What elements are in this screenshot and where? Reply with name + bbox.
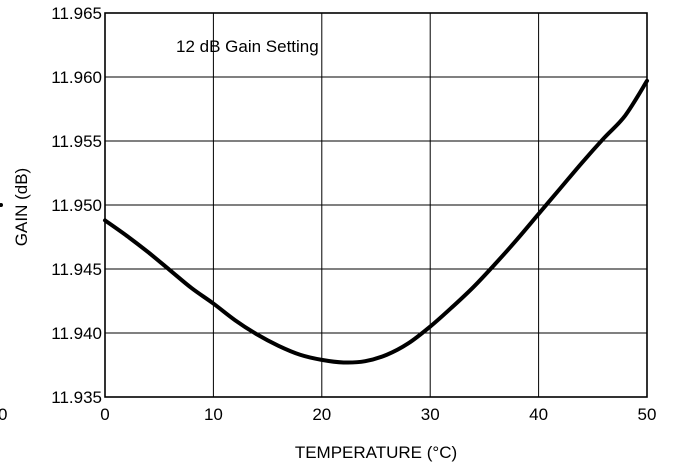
left-edge-mark bbox=[0, 203, 3, 207]
plot-frame bbox=[104, 12, 648, 398]
x-tick-label: 0 bbox=[100, 405, 109, 424]
x-tick-label: 30 bbox=[421, 405, 440, 424]
x-tick-label: 20 bbox=[312, 405, 331, 424]
y-tick-label: 11.935 bbox=[51, 388, 102, 407]
x-tick-labels: 0 10 20 30 40 50 bbox=[100, 405, 656, 424]
y-tick-label: 11.965 bbox=[51, 4, 102, 23]
series-line bbox=[103, 78, 649, 365]
x-tick-label: 50 bbox=[638, 405, 657, 424]
x-tick-label: 40 bbox=[529, 405, 548, 424]
annotation-label: 12 dB Gain Setting bbox=[176, 37, 319, 56]
y-axis-label: GAIN (dB) bbox=[12, 168, 31, 246]
y-tick-label: 11.940 bbox=[51, 324, 102, 343]
y-tick-label: 11.955 bbox=[51, 132, 102, 151]
left-edge-label: 0 bbox=[0, 405, 7, 424]
y-tick-label: 11.950 bbox=[51, 196, 102, 215]
y-tick-label: 11.960 bbox=[51, 68, 102, 87]
x-tick-label: 10 bbox=[204, 405, 223, 424]
y-tick-label: 11.945 bbox=[51, 260, 102, 279]
grid bbox=[105, 13, 647, 397]
x-axis-label: TEMPERATURE (°C) bbox=[295, 443, 457, 462]
y-tick-labels: 11.965 11.960 11.955 11.950 11.945 11.940 11.9… bbox=[51, 4, 102, 407]
